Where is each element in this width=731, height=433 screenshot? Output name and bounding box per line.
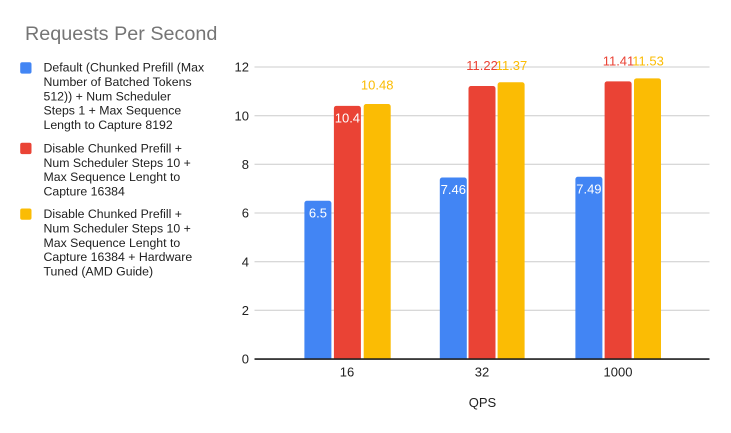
svg-text:8: 8 xyxy=(242,157,249,172)
svg-text:0: 0 xyxy=(242,352,249,367)
svg-text:Requests Per Second: Requests Per Second xyxy=(25,23,217,45)
svg-text:Disable Chunked Prefill +: Disable Chunked Prefill + Num Scheduler … xyxy=(44,142,195,199)
svg-text:Disable Chunked Prefill +: Disable Chunked Prefill + Num Scheduler … xyxy=(44,207,196,278)
svg-text:6: 6 xyxy=(242,206,249,221)
svg-text:1000: 1000 xyxy=(604,364,633,379)
svg-text:QPS: QPS xyxy=(469,395,497,410)
svg-text:10: 10 xyxy=(235,108,249,123)
svg-text:16: 16 xyxy=(340,364,354,379)
svg-text:7.46: 7.46 xyxy=(441,182,466,197)
svg-text:Default (Chunked Prefill (Max: Default (Chunked Prefill (Max Number of … xyxy=(44,61,208,132)
svg-text:2: 2 xyxy=(242,303,249,318)
svg-text:11.37: 11.37 xyxy=(496,58,528,73)
svg-text:11.53: 11.53 xyxy=(632,54,664,69)
svg-text:32: 32 xyxy=(475,364,489,379)
svg-text:10.48: 10.48 xyxy=(361,78,394,93)
svg-text:6.5: 6.5 xyxy=(309,206,327,221)
svg-text:4: 4 xyxy=(242,254,249,269)
svg-text:11.22: 11.22 xyxy=(466,58,498,73)
svg-text:11.41: 11.41 xyxy=(603,54,635,69)
svg-text:10.4: 10.4 xyxy=(335,111,360,126)
svg-text:12: 12 xyxy=(235,60,249,75)
svg-text:7.49: 7.49 xyxy=(576,182,601,197)
